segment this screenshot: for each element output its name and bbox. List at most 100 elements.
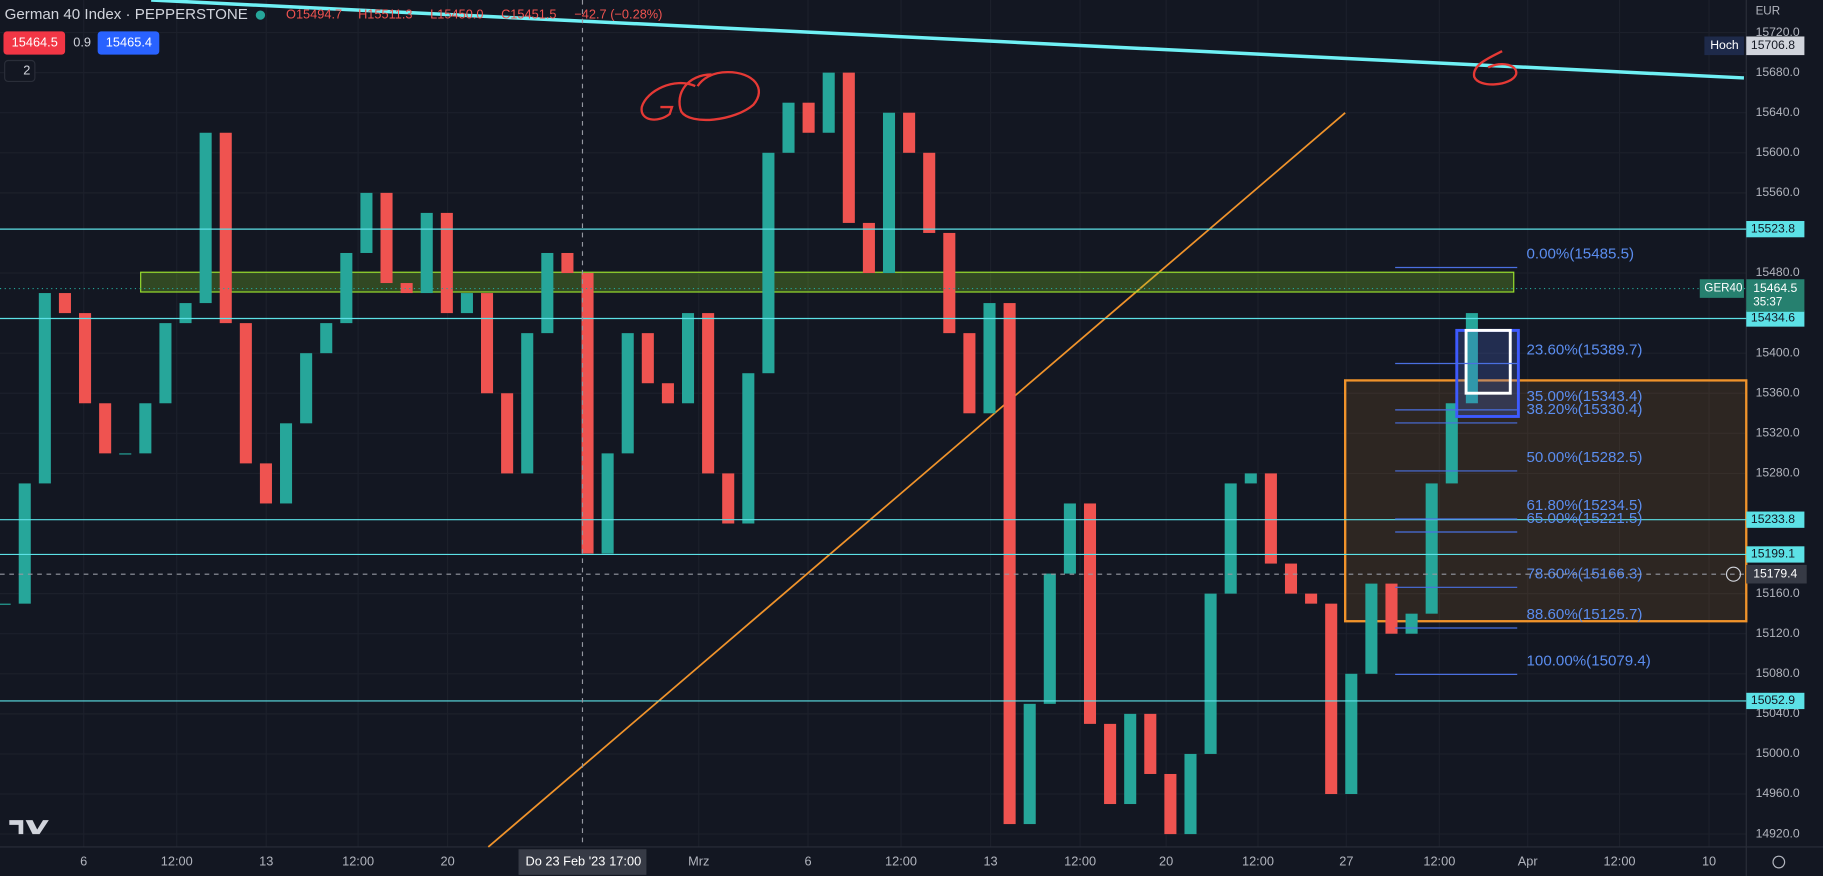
candle <box>1365 583 1378 674</box>
time-label: 12:00 <box>161 853 193 868</box>
candle <box>1164 773 1177 835</box>
candle <box>320 323 333 354</box>
candle <box>822 72 835 133</box>
candle <box>1003 303 1016 825</box>
time-label: 20 <box>1159 853 1173 868</box>
green-zone <box>140 271 1515 293</box>
ohlc-open: O15494.7 <box>286 6 342 21</box>
time-label: 6 <box>80 853 87 868</box>
symbol: German 40 Index · PEPPERSTONE <box>5 6 248 23</box>
currency: EUR <box>1756 5 1781 18</box>
ask[interactable]: 15465.4 <box>106 34 152 49</box>
handwriting <box>640 70 760 122</box>
candle <box>79 313 92 404</box>
candle <box>400 283 413 294</box>
candle <box>882 112 896 274</box>
time-label: 13 <box>259 853 273 868</box>
candle <box>601 453 614 554</box>
crosshair-date: Do 23 Feb '23 <box>526 853 606 868</box>
candle <box>903 112 916 153</box>
crosshair-time: 17:00 <box>609 853 641 868</box>
orange-zone <box>1343 379 1748 623</box>
trend-line <box>487 112 1346 848</box>
price-tick-label: 15280.0 <box>1756 466 1800 480</box>
status-dot <box>255 10 266 20</box>
price-tick-label: 15320.0 <box>1756 426 1800 440</box>
level-badge <box>1746 511 1805 528</box>
candle <box>1023 703 1036 825</box>
countdown: 35:37 <box>1753 296 1782 309</box>
candle <box>440 212 453 314</box>
overlays <box>9 50 1786 869</box>
candle <box>460 293 473 314</box>
candle <box>842 72 855 223</box>
price-tick-label: 15680.0 <box>1756 65 1800 79</box>
candle <box>99 403 112 454</box>
hoch-tag <box>1704 36 1744 56</box>
candle <box>983 303 996 414</box>
candle <box>1224 483 1237 594</box>
price-tick-label: 14960.0 <box>1756 786 1800 800</box>
candle <box>1385 583 1398 634</box>
indicator-toggle[interactable] <box>4 59 36 83</box>
candle <box>641 333 654 384</box>
sell-button[interactable] <box>3 31 66 55</box>
level-label: 15233.8 <box>1751 512 1795 526</box>
candle <box>702 313 715 474</box>
price-tick-label: 15720.0 <box>1756 25 1800 39</box>
candle <box>621 333 634 454</box>
candle <box>420 212 433 294</box>
indicator-count[interactable]: 2 <box>23 62 30 77</box>
last-symbol: GER40 <box>1704 282 1742 295</box>
candle <box>1465 313 1478 404</box>
candle <box>18 483 31 604</box>
logo <box>9 820 49 835</box>
fib-label: 100.00%(15079.4) <box>1527 653 1651 670</box>
candle <box>1204 593 1217 754</box>
candle <box>1325 603 1338 795</box>
buy-button[interactable] <box>97 31 160 55</box>
candle <box>280 423 293 504</box>
fib-label: 38.20%(15330.4) <box>1527 401 1643 418</box>
time-label: 12:00 <box>1604 853 1636 868</box>
price-tick-label: 15400.0 <box>1756 345 1800 359</box>
price-tick-label: 15360.0 <box>1756 385 1800 399</box>
candle <box>943 232 956 334</box>
candle <box>1184 753 1197 835</box>
candle <box>199 132 212 304</box>
level-label: 15199.1 <box>1751 547 1795 561</box>
level-badge <box>1746 220 1805 238</box>
candle <box>963 333 976 414</box>
candle <box>139 403 152 454</box>
candle <box>501 393 514 474</box>
candle <box>681 313 695 404</box>
crosshair-badge <box>1746 564 1807 584</box>
candle <box>1405 613 1418 634</box>
add-alert[interactable] <box>1725 566 1742 582</box>
fib-label: 50.00%(15282.5) <box>1527 449 1643 466</box>
level-label: 15052.9 <box>1751 693 1795 707</box>
last-price-badge <box>1746 279 1805 312</box>
hoch-badge <box>1746 36 1805 56</box>
candle <box>340 252 353 324</box>
candle <box>1305 593 1318 604</box>
handwriting <box>1473 50 1518 86</box>
fib-label: 65.00%(15221.5) <box>1527 510 1643 527</box>
ohlc-high: H15511.3 <box>358 6 412 21</box>
candle <box>541 252 554 334</box>
candle <box>1063 503 1076 574</box>
candle <box>1104 723 1117 805</box>
ohlc-change: −42.7 (−0.28%) <box>574 6 662 21</box>
price-tick-label: 15120.0 <box>1756 626 1800 640</box>
price-tick-label: 14920.0 <box>1756 826 1800 840</box>
candle <box>1425 483 1438 614</box>
last-price: 15464.5 <box>1753 281 1797 295</box>
candle <box>862 222 875 274</box>
price-tick-label: 15640.0 <box>1756 105 1800 119</box>
bid[interactable]: 15464.5 <box>12 34 58 49</box>
time-label: 6 <box>804 853 811 868</box>
crosshair-price: 15179.4 <box>1753 566 1797 580</box>
candle <box>561 252 574 274</box>
time-label: 20 <box>441 853 455 868</box>
